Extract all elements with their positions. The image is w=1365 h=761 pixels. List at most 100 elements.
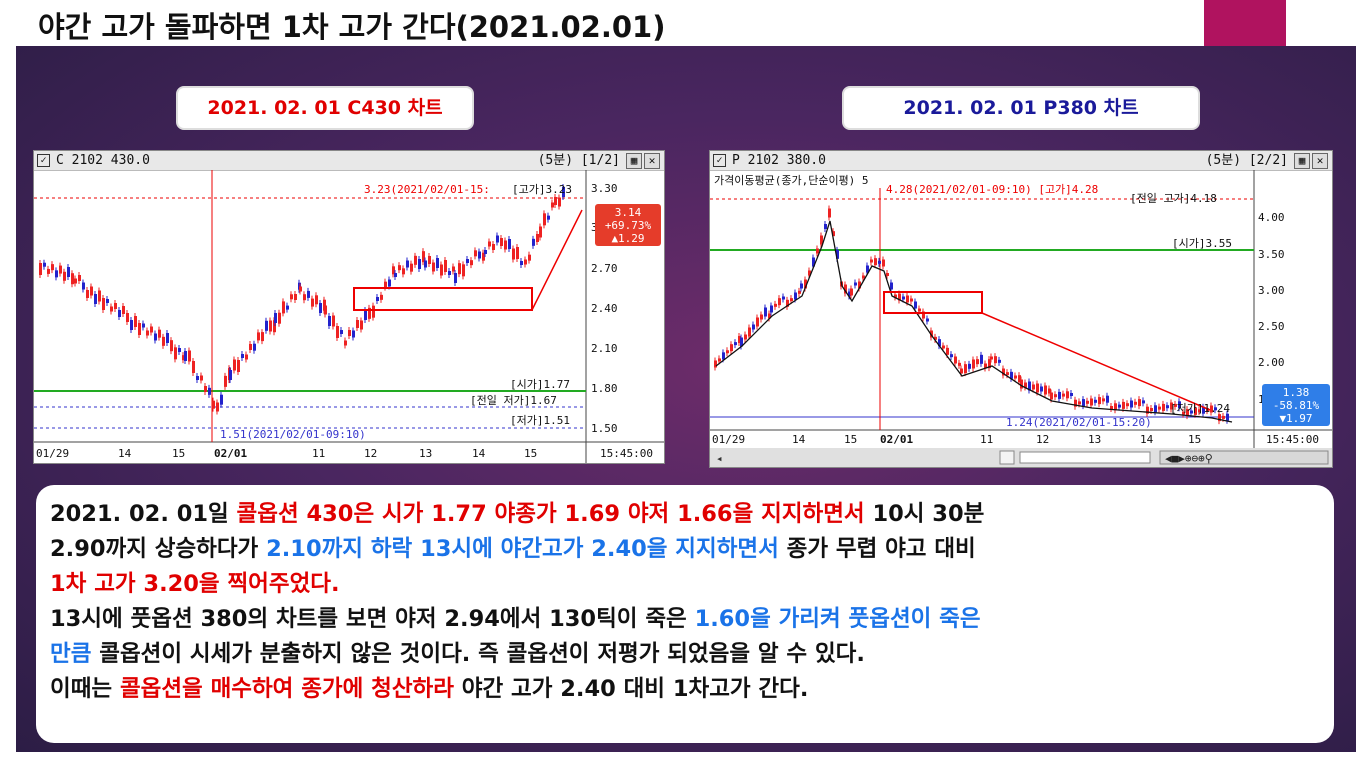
candle (1102, 398, 1105, 402)
candle (394, 273, 397, 277)
x-tick-label: 14 (792, 433, 806, 446)
candle (332, 315, 335, 327)
candle (428, 256, 431, 264)
playback-and-zoom-icons[interactable]: ◀■▶⊕⊖⊕⚲ (1165, 452, 1213, 465)
text-line-3: 1차 고가 3.20을 찍어주었다. (50, 571, 340, 597)
candle (1174, 403, 1177, 407)
scroll-right-button[interactable] (999, 450, 1015, 465)
candle (798, 290, 801, 294)
candle (462, 264, 465, 277)
candle (504, 240, 507, 250)
candle (1146, 406, 1149, 414)
candle (770, 305, 773, 313)
candle (90, 286, 93, 296)
candle (1114, 403, 1117, 411)
candle (858, 281, 861, 289)
x-tick-label: 14 (118, 447, 132, 460)
checkbox-icon[interactable]: ✓ (37, 154, 50, 167)
candle (182, 355, 185, 361)
candle (918, 308, 921, 312)
candle (1118, 404, 1121, 408)
close-icon[interactable]: ✕ (1312, 153, 1328, 169)
candle (299, 286, 302, 292)
x-tick-label: 01/29 (36, 447, 69, 460)
candle (436, 258, 439, 268)
candle (812, 257, 815, 267)
y-tick-label: 3.50 (1258, 248, 1285, 261)
grid-icon[interactable]: ▦ (626, 153, 642, 169)
candle (1126, 403, 1129, 407)
call-chart-window[interactable]: ✓ C 2102 430.0 (5분) [1/2] ▦ ✕ 3.303.002.… (33, 150, 665, 464)
candle (94, 294, 97, 304)
candle (1082, 399, 1085, 407)
text-line-5: 만큼 콜옵션이 시세가 분출하지 않은 것이다. 즉 콜옵션이 저평가 되었음을… (50, 641, 865, 667)
candle (282, 301, 285, 314)
put-chart-window[interactable]: ✓ P 2102 380.0 (5분) [2/2] ▦ ✕ 4.00 3.50 3.… (709, 150, 1333, 468)
put-high-annotation: 4.28(2021/02/01-09:10) [고가]4.28 (886, 183, 1098, 196)
chart-toolbar-buttons[interactable] (1159, 450, 1329, 465)
candle (138, 323, 141, 335)
x-tick-label: 02/01 (214, 447, 247, 460)
candle (488, 241, 491, 247)
candle (452, 266, 455, 272)
candle (976, 359, 979, 365)
candle (444, 260, 447, 272)
candle (1190, 410, 1193, 414)
y-tick-label: 2.10 (591, 342, 618, 355)
candle (950, 354, 953, 358)
candle (990, 356, 993, 360)
checkbox-icon[interactable]: ✓ (713, 154, 726, 167)
candle (170, 340, 173, 352)
put-chart-period: (5분) [2/2] (1205, 153, 1288, 168)
candle (528, 254, 531, 261)
call-low-label: [저가]1.51 (510, 414, 570, 427)
candle (484, 250, 487, 254)
candle (78, 275, 81, 281)
candle (372, 305, 375, 318)
candle (241, 354, 244, 358)
candle (74, 278, 77, 284)
candle (1110, 406, 1113, 409)
candle (142, 323, 145, 328)
close-icon[interactable]: ✕ (644, 153, 660, 169)
scroll-left-icon[interactable]: ◂ (716, 452, 723, 465)
candle (516, 247, 519, 259)
candle (380, 294, 383, 300)
candle (554, 197, 557, 205)
candle (848, 291, 851, 297)
candle (1090, 398, 1093, 406)
candle (424, 260, 427, 268)
put-low-label: [저가]1.24 (1170, 402, 1230, 415)
candle (130, 320, 133, 330)
candle (1142, 400, 1145, 404)
candle (738, 336, 741, 344)
candle (730, 344, 733, 352)
candle (794, 292, 797, 300)
zoom-slider[interactable] (1019, 451, 1151, 464)
candle (364, 310, 367, 320)
candle (466, 259, 469, 263)
candle (910, 298, 913, 302)
candle (294, 294, 297, 300)
candle (233, 359, 236, 371)
candle (1158, 406, 1161, 410)
x-tick-label: 12 (364, 447, 377, 460)
candle (968, 363, 971, 369)
candle (828, 208, 831, 218)
candle (348, 330, 351, 336)
call-low-annotation: 1.51(2021/02/01-09:10) (220, 428, 366, 441)
call-price-tag-change-pct: +69.73% (605, 219, 652, 232)
candle (1222, 415, 1225, 419)
grid-icon[interactable]: ▦ (1294, 153, 1310, 169)
candle (406, 260, 409, 268)
candle (1182, 411, 1185, 415)
candle (1202, 406, 1205, 414)
candle (1210, 405, 1213, 413)
candle (820, 235, 823, 245)
candle (249, 344, 252, 350)
candle (744, 334, 747, 340)
candle (432, 262, 435, 272)
candle (184, 351, 187, 361)
candle (1162, 403, 1165, 411)
candle (844, 284, 847, 294)
